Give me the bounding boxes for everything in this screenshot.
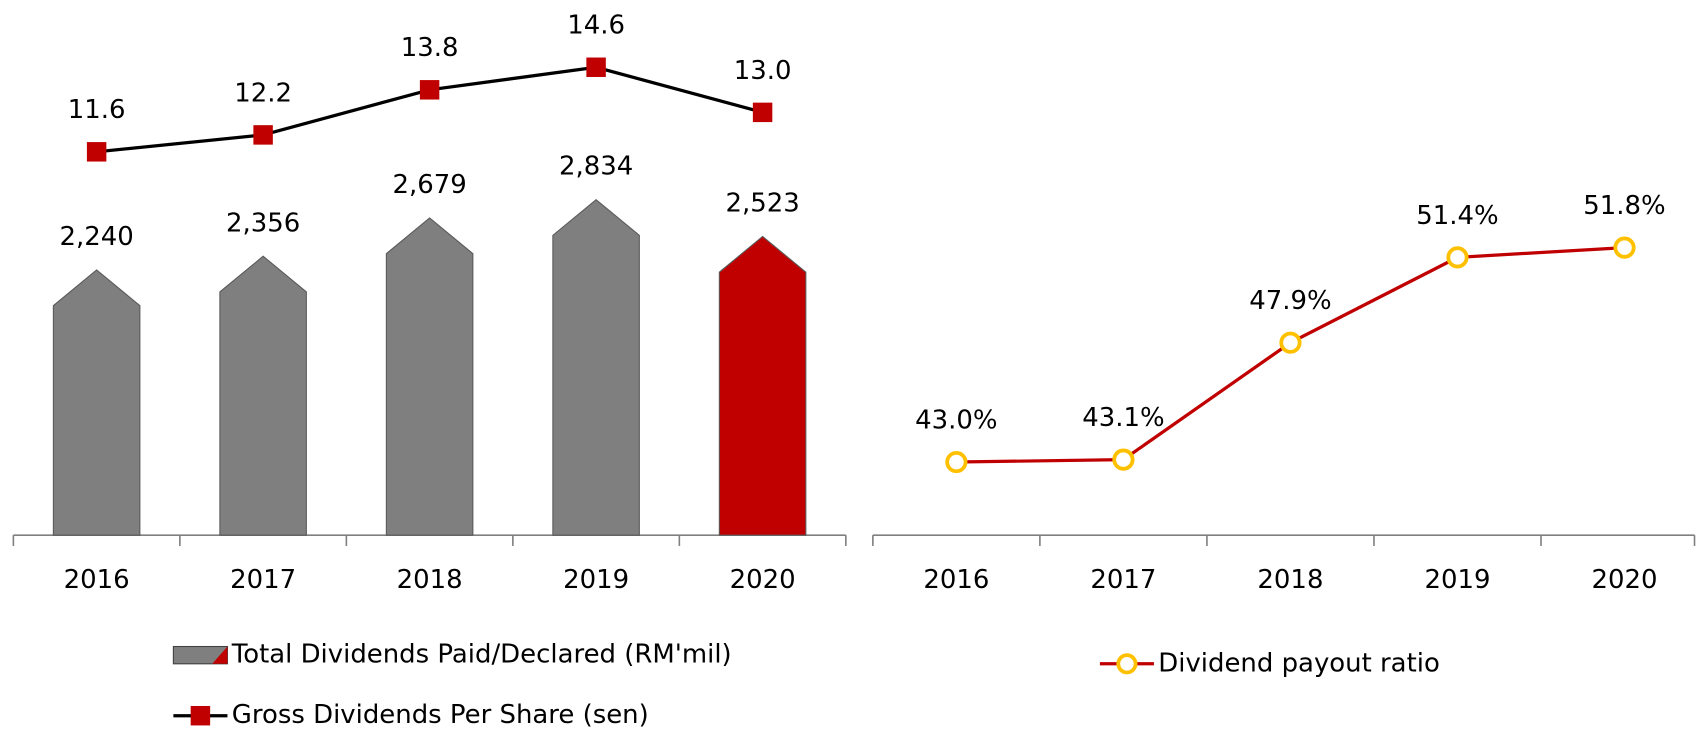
x-tick-label: 2019 [1424, 565, 1490, 595]
x-tick-label: 2020 [730, 565, 796, 595]
data-label: 2,679 [392, 170, 466, 200]
legend-label: Gross Dividends Per Share (sen) [232, 700, 649, 730]
bar [219, 255, 307, 536]
data-label: 12.2 [234, 78, 292, 108]
data-label: 47.9% [1249, 286, 1331, 316]
legend-label: Total Dividends Paid/Declared (RM'mil) [231, 640, 732, 670]
data-label: 2,523 [725, 189, 799, 219]
x-tick-label: 2020 [1592, 565, 1658, 595]
legend-swatch-accent [212, 646, 228, 664]
marker [586, 57, 606, 77]
marker [752, 102, 773, 123]
legend-marker [190, 705, 211, 726]
bar [552, 198, 640, 536]
bar [52, 269, 141, 536]
data-label: 43.0% [915, 405, 997, 435]
line [96, 65, 764, 154]
data-label: 11.6 [68, 95, 126, 125]
marker [1112, 448, 1135, 471]
marker [253, 125, 273, 145]
marker [86, 142, 107, 162]
legend-marker [1116, 653, 1138, 675]
line [956, 246, 1625, 464]
x-tick-label: 2018 [397, 565, 463, 595]
x-tick-label: 2019 [563, 565, 629, 595]
data-label: 51.8% [1583, 191, 1665, 221]
x-tick-label: 2017 [1090, 565, 1156, 595]
data-label: 2,356 [226, 208, 300, 238]
data-label: 43.1% [1082, 403, 1164, 433]
bar [385, 217, 474, 536]
data-label: 2,834 [559, 152, 633, 182]
marker [1446, 246, 1469, 269]
data-label: 2,240 [59, 222, 133, 252]
x-tick-label: 2016 [64, 565, 130, 595]
data-label: 51.4% [1416, 201, 1498, 231]
data-label: 14.6 [567, 11, 625, 41]
marker [1613, 236, 1636, 259]
data-label: 13.8 [401, 33, 459, 63]
x-tick-label: 2016 [923, 565, 989, 595]
x-tick-label: 2017 [230, 565, 296, 595]
legend-label: Dividend payout ratio [1158, 648, 1440, 678]
marker [945, 450, 968, 474]
x-tick-label: 2018 [1257, 565, 1323, 595]
bar [718, 235, 807, 536]
marker [419, 80, 440, 100]
data-label: 13.0 [734, 56, 792, 86]
marker [1279, 331, 1302, 354]
